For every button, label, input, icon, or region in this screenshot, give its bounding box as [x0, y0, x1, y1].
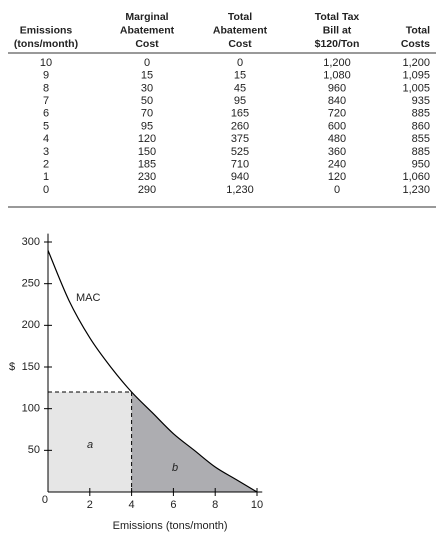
table-cell: 0	[144, 57, 150, 69]
column-header: Cost	[228, 38, 252, 50]
mac-curve	[47, 250, 258, 493]
table-cell: 940	[231, 171, 249, 183]
column-header: Total Tax	[315, 11, 360, 23]
table-cell: 1,230	[402, 184, 430, 196]
table-cell: 120	[138, 133, 156, 145]
column-header: Costs	[401, 38, 430, 50]
area-b	[131, 392, 257, 492]
table-cell: 8	[43, 82, 49, 94]
y-axis-label: $	[9, 361, 15, 373]
column-header: Cost	[135, 38, 159, 50]
table-cell: 375	[231, 133, 249, 145]
table-cell: 710	[231, 159, 249, 171]
table-cell: 1,200	[402, 57, 430, 69]
table-cell: 15	[234, 70, 246, 82]
table-cell: 230	[138, 171, 156, 183]
table-cell: 7	[43, 95, 49, 107]
column-header: (tons/month)	[14, 38, 78, 50]
area-label: b	[172, 462, 178, 474]
x-tick-label: 6	[170, 499, 176, 511]
table-cell: 260	[231, 120, 249, 132]
y-tick-label: 100	[22, 403, 40, 415]
x-tick-label: 8	[212, 499, 218, 511]
x-tick-label: 4	[129, 499, 135, 511]
x-axis-label: Emissions (tons/month)	[113, 520, 228, 532]
table-cell: 6	[43, 108, 49, 120]
table-cell: 0	[334, 184, 340, 196]
table-cell: 3	[43, 146, 49, 158]
table-cell: 950	[412, 159, 430, 171]
table-cell: 720	[328, 108, 346, 120]
y-tick-label: 300	[22, 236, 40, 248]
table-cell: 885	[412, 108, 430, 120]
y-tick-label: 0	[42, 494, 48, 506]
table-cell: 45	[234, 82, 246, 94]
column-header: Abatement	[213, 24, 268, 36]
table-cell: 935	[412, 95, 430, 107]
column-header: Total	[228, 11, 252, 23]
column-header: Emissions	[20, 24, 73, 36]
table-cell: 1,005	[402, 82, 430, 94]
table-cell: 240	[328, 159, 346, 171]
table-cell: 30	[141, 82, 153, 94]
table-cell: 10	[40, 57, 52, 69]
table-cell: 885	[412, 146, 430, 158]
table-cell: 120	[328, 171, 346, 183]
area-label: a	[87, 439, 93, 451]
y-tick-label: 150	[22, 361, 40, 373]
table-cell: 5	[43, 120, 49, 132]
table-cell: 480	[328, 133, 346, 145]
column-header: Marginal	[125, 11, 168, 23]
table-cell: 70	[141, 108, 153, 120]
table-cell: 150	[138, 146, 156, 158]
table-cell: 9	[43, 70, 49, 82]
area-a	[48, 392, 132, 492]
table-cell: 1,230	[226, 184, 254, 196]
table-cell: 1	[43, 171, 49, 183]
column-header: Total	[406, 24, 430, 36]
table-cell: 1,080	[323, 70, 351, 82]
y-tick-label: 200	[22, 319, 40, 331]
table-cell: 840	[328, 95, 346, 107]
table-cell: 1,060	[402, 171, 430, 183]
table-cell: 860	[412, 120, 430, 132]
table-cell: 0	[43, 184, 49, 196]
table-cell: 95	[141, 120, 153, 132]
table-cell: 290	[138, 184, 156, 196]
table-cell: 855	[412, 133, 430, 145]
table-cell: 2	[43, 159, 49, 171]
table-cell: 95	[234, 95, 246, 107]
x-tick-label: 2	[87, 499, 93, 511]
y-tick-label: 50	[28, 444, 40, 456]
series-label: MAC	[76, 292, 101, 304]
table-cell: 0	[237, 57, 243, 69]
table-cell: 15	[141, 70, 153, 82]
y-tick-label: 250	[22, 278, 40, 290]
x-tick-label: 10	[251, 499, 263, 511]
column-header: Abatement	[120, 24, 175, 36]
table-cell: 1,200	[323, 57, 351, 69]
table-cell: 50	[141, 95, 153, 107]
column-header: $120/Ton	[315, 38, 360, 50]
table-cell: 1,095	[402, 70, 430, 82]
column-header: Bill at	[323, 24, 352, 36]
table-cell: 525	[231, 146, 249, 158]
table-cell: 960	[328, 82, 346, 94]
table-cell: 600	[328, 120, 346, 132]
table-cell: 165	[231, 108, 249, 120]
table-cell: 360	[328, 146, 346, 158]
table-cell: 4	[43, 133, 49, 145]
table-cell: 185	[138, 159, 156, 171]
